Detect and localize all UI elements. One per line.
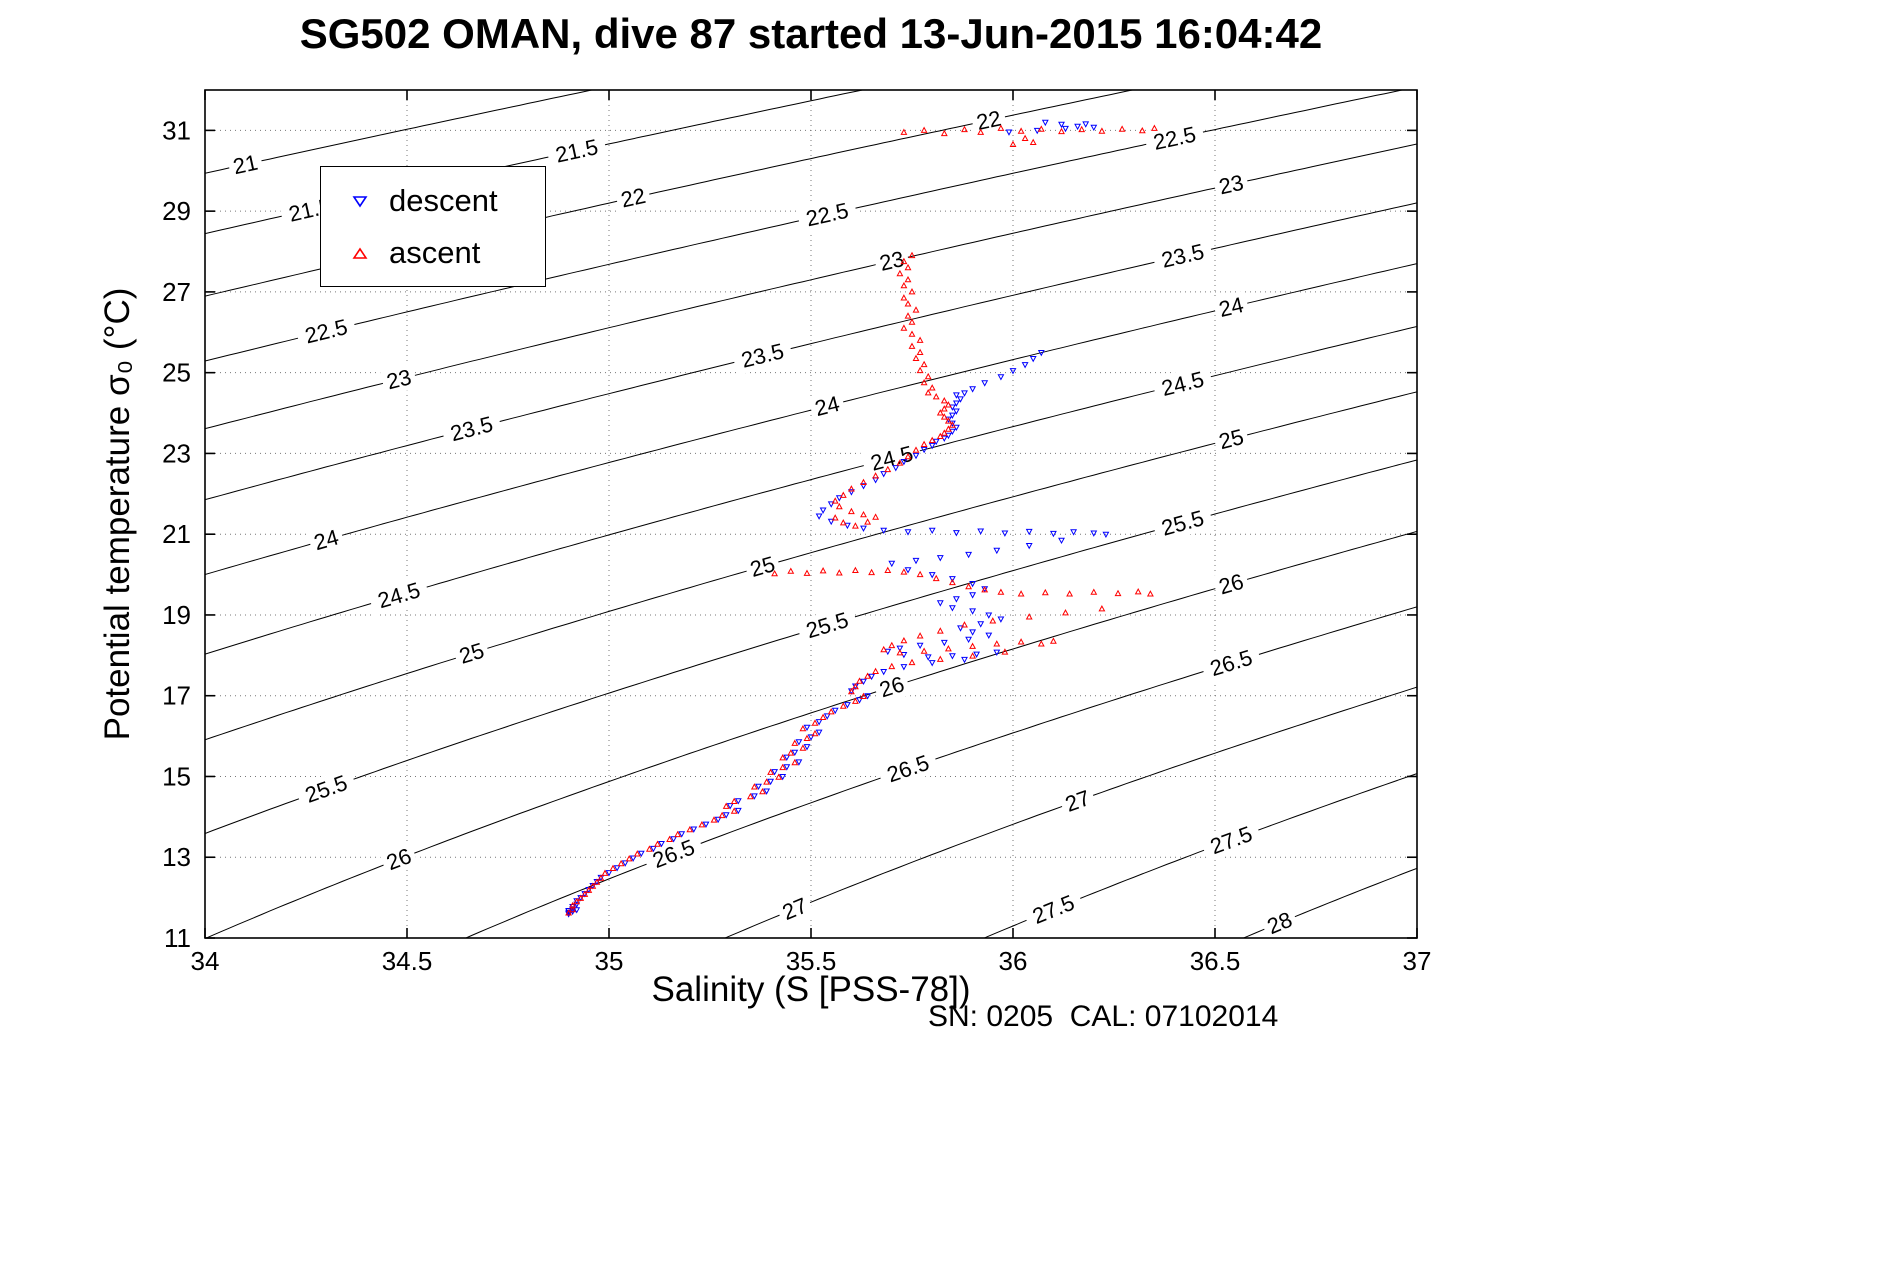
svg-text:23: 23: [877, 246, 906, 276]
svg-text:23: 23: [162, 438, 191, 468]
svg-text:21: 21: [231, 150, 260, 180]
svg-text:24: 24: [812, 391, 842, 421]
svg-text:36.5: 36.5: [1190, 946, 1241, 976]
svg-text:35: 35: [595, 946, 624, 976]
serial-cal-annotation: SN: 0205 CAL: 07102014: [928, 1000, 1279, 1033]
svg-text:19: 19: [162, 600, 191, 630]
svg-text:25: 25: [1216, 424, 1246, 454]
legend-entry-ascent: ascent: [351, 235, 545, 271]
svg-text:34: 34: [191, 946, 220, 976]
descent-marker-icon: [352, 195, 368, 207]
legend-label-descent: descent: [389, 182, 498, 218]
legend-label-ascent: ascent: [389, 234, 481, 270]
svg-text:22.5: 22.5: [804, 198, 851, 232]
svg-text:24.5: 24.5: [1159, 366, 1207, 401]
svg-text:24: 24: [1216, 292, 1246, 322]
svg-text:11: 11: [164, 923, 191, 953]
svg-text:27: 27: [162, 277, 191, 307]
svg-text:23.5: 23.5: [448, 411, 496, 446]
svg-text:21: 21: [162, 519, 191, 549]
svg-text:26.5: 26.5: [1207, 645, 1255, 682]
axes: [204, 89, 1418, 939]
x-axis-label: Salinity (S [PSS-78]): [651, 970, 971, 1009]
svg-text:23.5: 23.5: [1159, 239, 1206, 273]
svg-text:23.5: 23.5: [739, 338, 787, 372]
svg-text:22.5: 22.5: [1151, 121, 1198, 154]
svg-text:17: 17: [162, 681, 191, 711]
svg-text:29: 29: [162, 196, 191, 226]
svg-text:34.5: 34.5: [382, 946, 433, 976]
svg-text:21.5: 21.5: [553, 134, 600, 167]
series-descent: [565, 119, 1110, 918]
svg-text:26.5: 26.5: [884, 750, 933, 788]
svg-text:23: 23: [1217, 170, 1246, 200]
svg-text:37: 37: [1403, 946, 1432, 976]
svg-text:13: 13: [162, 842, 191, 872]
chart-title: SG502 OMAN, dive 87 started 13-Jun-2015 …: [299, 10, 1323, 57]
svg-text:15: 15: [162, 761, 191, 791]
svg-text:31: 31: [162, 115, 191, 145]
svg-text:23: 23: [384, 364, 414, 394]
legend-entry-descent: descent: [351, 183, 545, 219]
svg-text:25.5: 25.5: [803, 607, 851, 643]
legend: descent ascent: [320, 166, 546, 287]
ascent-marker-icon: [352, 247, 368, 259]
svg-text:25.5: 25.5: [1159, 505, 1207, 540]
svg-text:36: 36: [999, 946, 1028, 976]
svg-text:22.5: 22.5: [302, 314, 350, 348]
tick-labels: 34 34.5 35 35.5 36 36.5 37 11 13 15 17 19 21 23 25 27 29…: [162, 115, 1431, 976]
y-axis-label: Potential temperature σ₀ (°C): [98, 287, 137, 741]
svg-text:35.5: 35.5: [786, 946, 837, 976]
svg-text:24.5: 24.5: [375, 577, 423, 613]
series-ascent: [565, 124, 1158, 916]
svg-text:25: 25: [162, 358, 191, 388]
svg-text:22: 22: [619, 183, 648, 213]
